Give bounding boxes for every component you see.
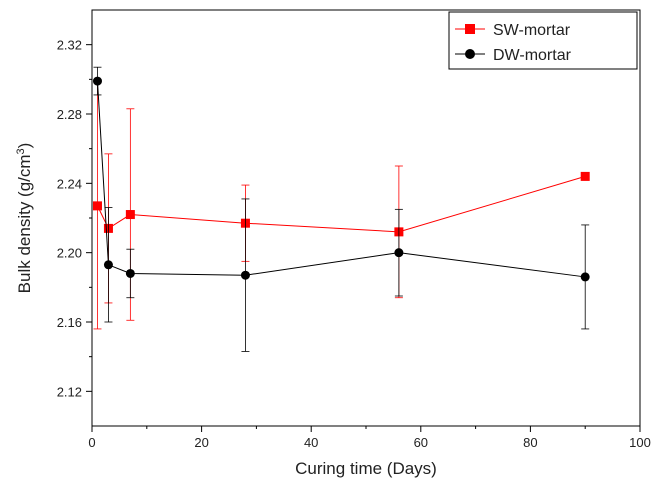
data-point — [125, 268, 135, 278]
x-tick-label: 20 — [194, 435, 208, 450]
y-tick-label: 2.24 — [57, 176, 82, 191]
legend: SW-mortar DW-mortar — [448, 11, 638, 70]
data-point — [240, 270, 250, 280]
data-point — [92, 201, 102, 211]
series-line — [97, 175, 586, 233]
legend-label-sw: SW-mortar — [493, 22, 571, 39]
x-tick-label: 60 — [414, 435, 428, 450]
data-point — [92, 76, 102, 86]
x-tick-label: 0 — [88, 435, 95, 450]
y-tick-label: 2.16 — [57, 315, 82, 330]
x-tick-label: 40 — [304, 435, 318, 450]
y-axis-title-main: Bulk density (g/cm — [15, 154, 34, 293]
y-tick-label: 2.32 — [57, 38, 82, 53]
data-point — [125, 210, 135, 220]
y-tick-label: 2.28 — [57, 107, 82, 122]
legend-box — [448, 11, 638, 70]
data-point — [580, 171, 590, 181]
series-dw-mortar — [92, 66, 590, 352]
series-sw-mortar — [92, 82, 590, 330]
axis-ticks: 0 20 40 60 80 100 2.12 2.16 2.20 2.24 2.28 2.32 — [57, 38, 651, 450]
series-line — [96, 81, 586, 278]
legend-marker-sw — [465, 24, 475, 34]
x-tick-label: 80 — [523, 435, 537, 450]
legend-label-dw: DW-mortar — [493, 47, 572, 64]
series-layer — [92, 66, 590, 352]
data-point — [580, 272, 590, 282]
y-tick-label: 2.12 — [57, 384, 82, 399]
x-axis-title: Curing time (Days) — [295, 459, 437, 478]
y-axis-title: Bulk density (g/cm3) — [15, 143, 34, 294]
y-tick-label: 2.20 — [57, 246, 82, 261]
legend-marker-dw — [465, 49, 475, 59]
y-axis-title-superscript: 3 — [15, 148, 27, 154]
x-tick-label: 100 — [629, 435, 651, 450]
data-point — [394, 248, 404, 258]
data-point — [103, 260, 113, 270]
y-axis-title-close: ) — [15, 143, 34, 149]
